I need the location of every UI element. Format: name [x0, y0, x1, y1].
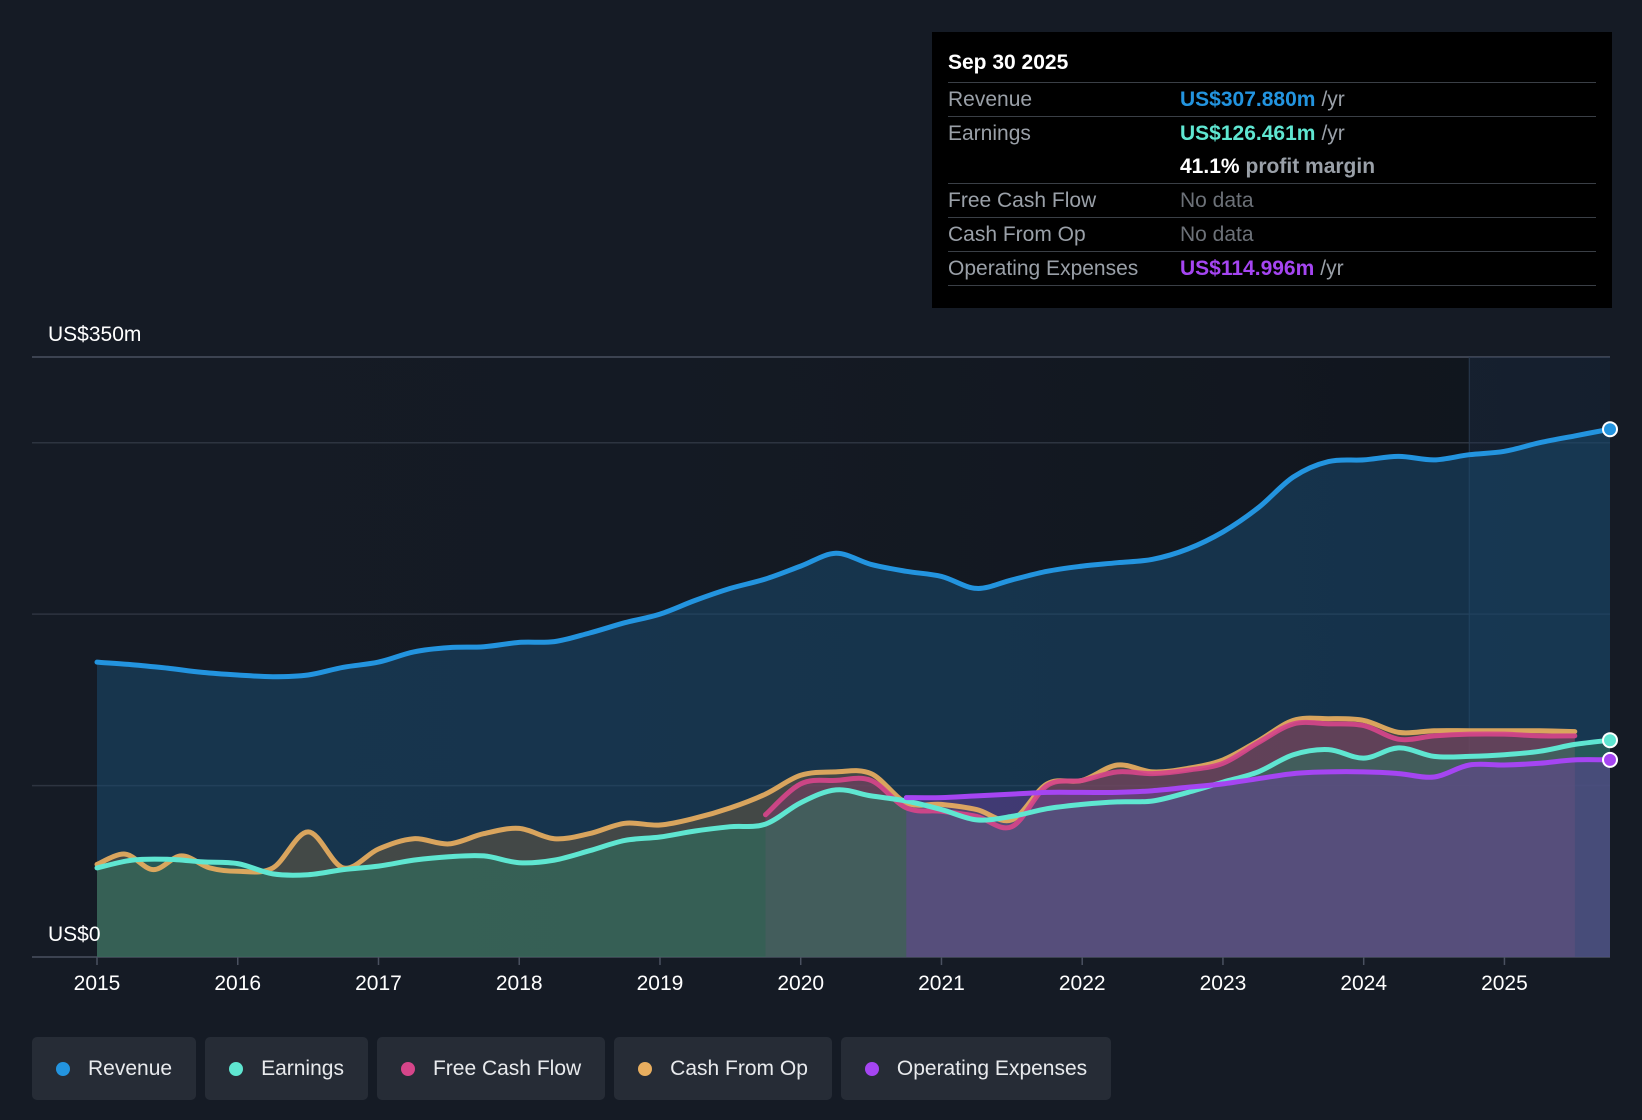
- line-cash-from-op: [94, 715, 1578, 875]
- tooltip-earnings-label: Earnings: [948, 122, 1031, 145]
- legend-label: Earnings: [261, 1056, 344, 1080]
- end-marker-revenue: [1602, 421, 1618, 438]
- legend-item-free-cash-flow[interactable]: Free Cash Flow: [376, 1037, 606, 1100]
- legend-dot-icon: [229, 1061, 244, 1076]
- chart-legend: Revenue Earnings Free Cash Flow Cash Fro…: [32, 1037, 1112, 1100]
- legend-dot-icon: [56, 1061, 70, 1076]
- tooltip-earnings-value: US$126.461m: [1180, 122, 1316, 145]
- line-earnings: [94, 737, 1613, 878]
- x-tick-label: 2021: [918, 972, 965, 995]
- tooltip-earnings-row: Earnings US$126.461m/yr: [948, 117, 1596, 150]
- legend-label: Revenue: [88, 1056, 173, 1080]
- tooltip-fcf-row: Free Cash Flow No data: [948, 184, 1596, 218]
- tooltip-cfo-label: Cash From Op: [948, 223, 1086, 246]
- tooltip-revenue-value: US$307.880m: [1180, 88, 1316, 111]
- y-axis-top-label: US$350m: [48, 323, 141, 346]
- legend-dot-icon: [864, 1061, 879, 1076]
- x-tick-label: 2023: [1200, 972, 1247, 995]
- x-tick-label: 2019: [637, 972, 684, 995]
- x-tick-label: 2018: [496, 972, 543, 995]
- tooltip-unit: /yr: [1320, 257, 1344, 280]
- tooltip-opex-label: Operating Expenses: [948, 257, 1139, 280]
- legend-item-earnings[interactable]: Earnings: [205, 1037, 368, 1100]
- end-marker-earnings: [1602, 732, 1618, 749]
- x-tick-label: 2025: [1481, 972, 1528, 995]
- area-operating-expenses: [906, 759, 1610, 957]
- tooltip-unit: /yr: [1321, 122, 1345, 145]
- legend-label: Free Cash Flow: [432, 1056, 582, 1080]
- tooltip-cfo-row: Cash From Op No data: [948, 218, 1596, 252]
- x-tick-label: 2017: [355, 972, 402, 995]
- tooltip-cfo-value: No data: [1180, 223, 1254, 246]
- x-tick-label: 2024: [1340, 972, 1387, 995]
- tooltip-unit: /yr: [1321, 88, 1345, 111]
- end-marker-operating-expenses: [1602, 751, 1618, 768]
- tooltip-date: Sep 30 2025: [948, 48, 1596, 83]
- legend-label: Operating Expenses: [896, 1056, 1088, 1080]
- tooltip-margin-text: profit margin: [1245, 155, 1376, 178]
- legend-item-operating-expenses[interactable]: Operating Expenses: [840, 1037, 1112, 1100]
- tooltip-revenue-label: Revenue: [948, 88, 1033, 111]
- y-axis-bottom-label: US$0: [48, 923, 101, 946]
- tooltip-fcf-value: No data: [1180, 189, 1254, 212]
- legend-dot-icon: [400, 1061, 415, 1076]
- tooltip-opex-row: Operating Expenses US$114.996m/yr: [948, 252, 1596, 286]
- tooltip-opex-value: US$114.996m: [1180, 257, 1315, 280]
- data-tooltip: Sep 30 2025 Revenue US$307.880m/yr Earni…: [932, 32, 1612, 308]
- legend-label: Cash From Op: [670, 1056, 808, 1080]
- line-revenue: [94, 426, 1613, 680]
- tooltip-fcf-label: Free Cash Flow: [948, 189, 1097, 212]
- legend-dot-icon: [638, 1061, 653, 1076]
- x-tick-label: 2022: [1059, 972, 1106, 995]
- legend-item-revenue[interactable]: Revenue: [32, 1037, 197, 1100]
- tooltip-margin-value: 41.1%: [1180, 155, 1240, 178]
- tooltip-revenue-row: Revenue US$307.880m/yr: [948, 83, 1596, 117]
- line-operating-expenses: [903, 757, 1613, 801]
- x-tick-label: 2015: [74, 972, 121, 995]
- x-tick-label: 2020: [777, 972, 824, 995]
- legend-item-cash-from-op[interactable]: Cash From Op: [614, 1037, 832, 1100]
- tooltip-margin-row: 41.1% profit margin: [948, 150, 1596, 184]
- line-free-cash-flow: [763, 719, 1578, 831]
- x-tick-label: 2016: [214, 972, 261, 995]
